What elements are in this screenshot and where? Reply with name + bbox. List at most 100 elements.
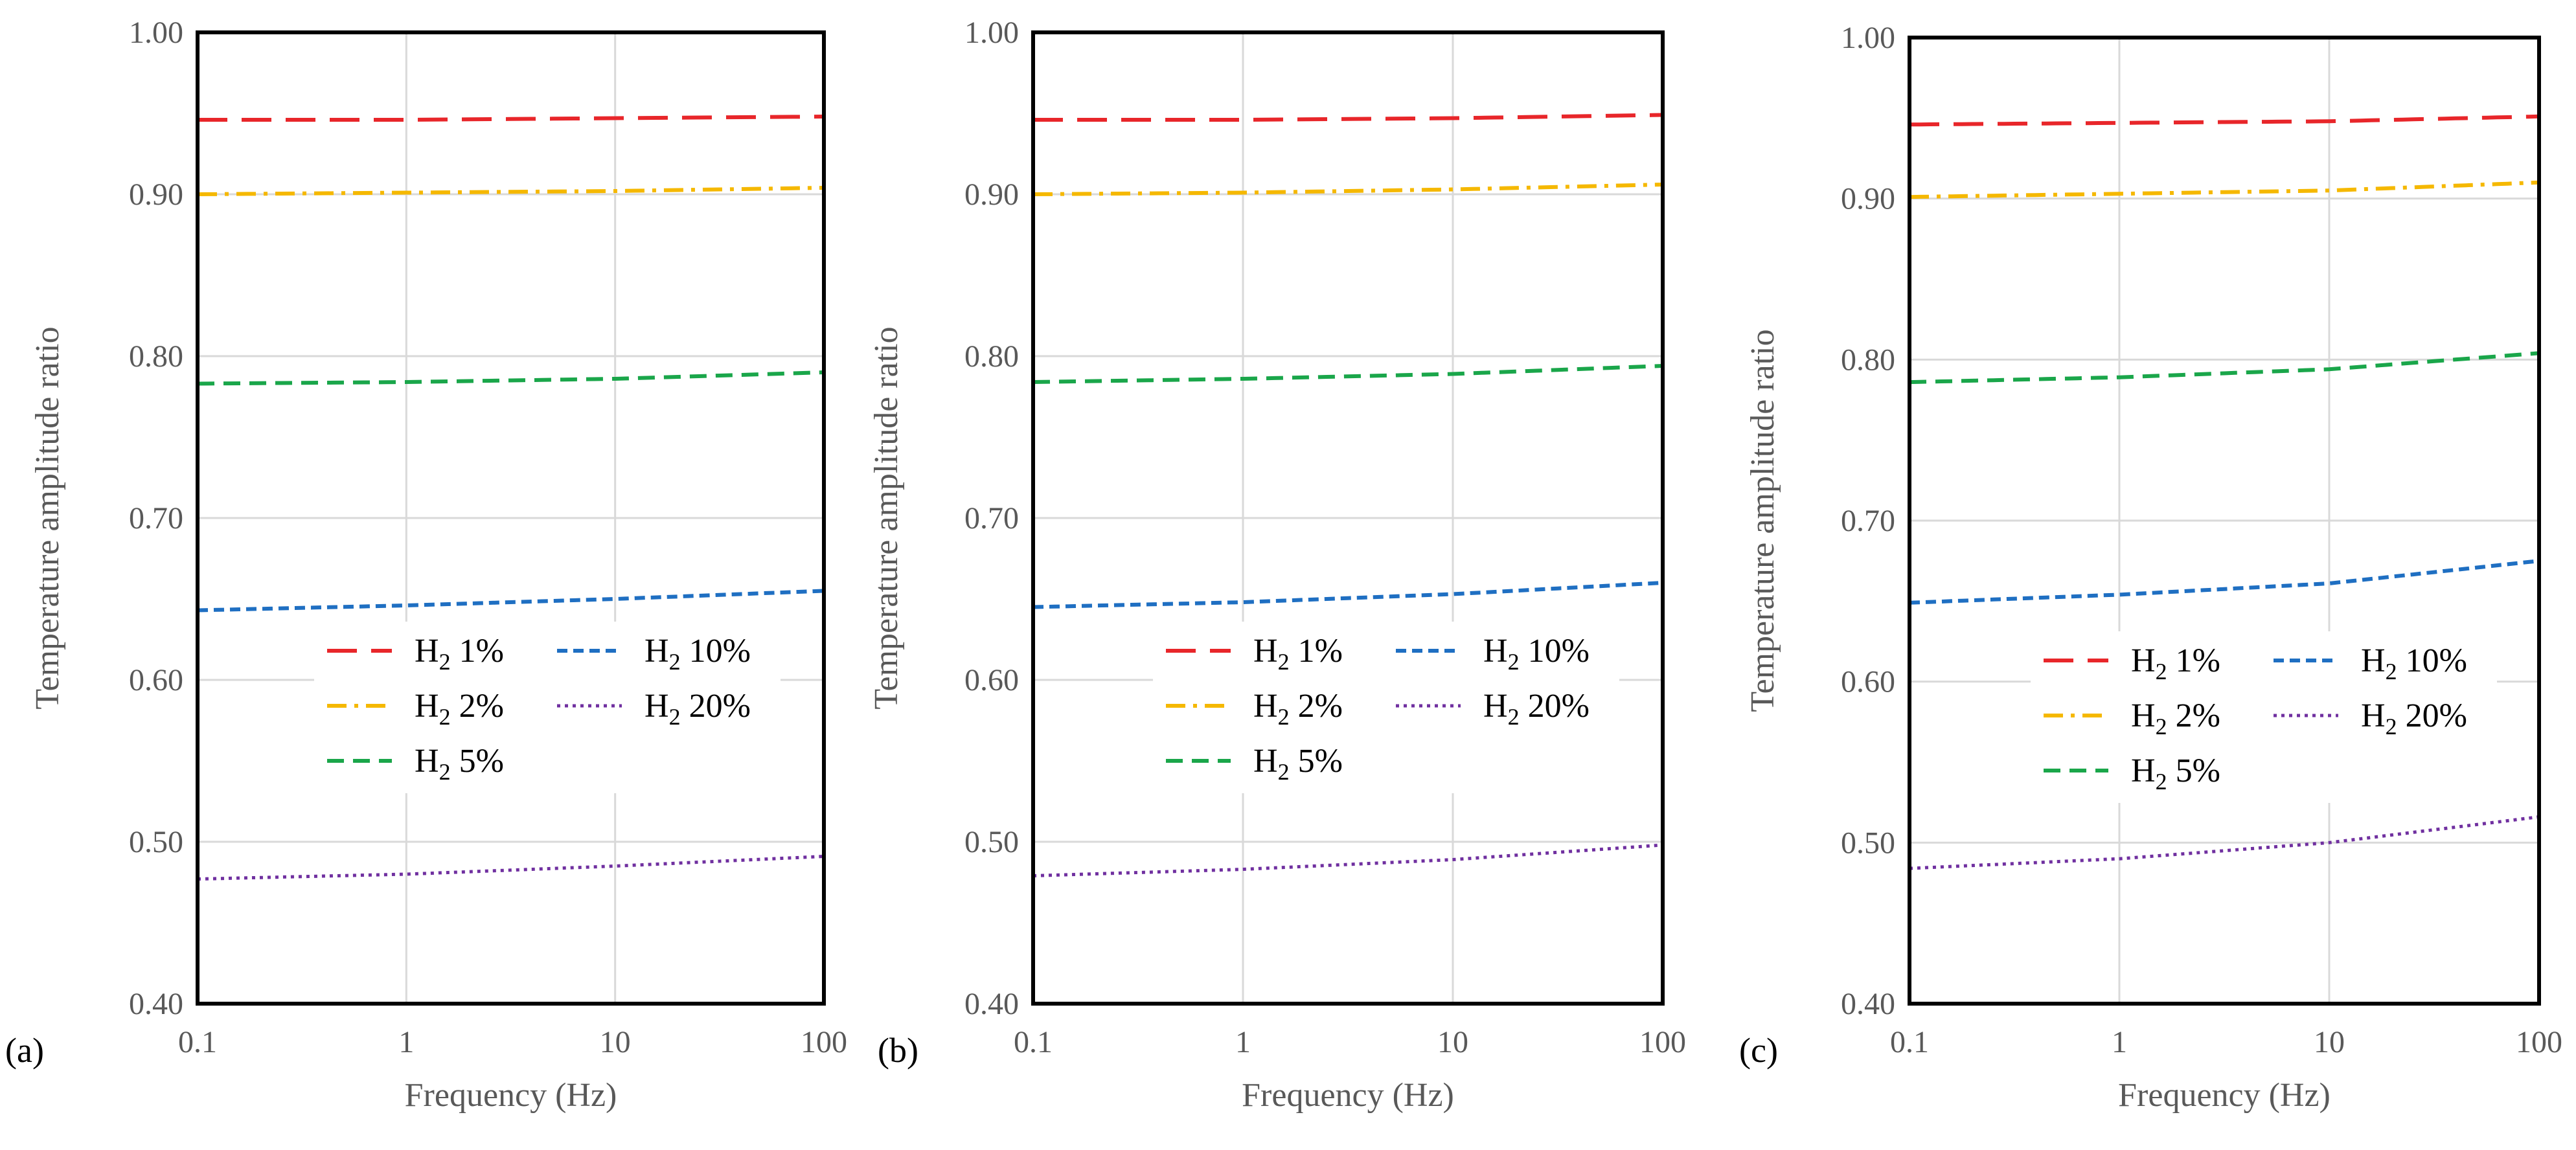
legend-label-main: H — [644, 633, 669, 670]
legend-label: H2 1% — [1253, 633, 1343, 675]
legend-label: H2 2% — [1253, 688, 1343, 730]
series-line-h2-5- — [197, 370, 825, 386]
y-tick-label: 1.00 — [1841, 21, 1895, 55]
series-line-h2-2- — [1032, 183, 1663, 196]
legend-label: H2 2% — [415, 688, 504, 730]
y-axis-title: Temperature amplitude ratio — [1744, 329, 1781, 712]
y-tick-label: 0.70 — [964, 501, 1019, 536]
legend-label-subscript: 2 — [439, 759, 451, 785]
legend-item: H2 2% — [2044, 697, 2220, 739]
y-tick-label: 0.90 — [1841, 182, 1895, 216]
x-tick-label: 10 — [600, 1025, 631, 1059]
legend-item: H2 10% — [1396, 633, 1590, 675]
plot-frame — [1908, 36, 2541, 1006]
y-tick-label: 0.50 — [129, 825, 183, 859]
legend-item: H2 1% — [1166, 633, 1343, 675]
y-tick-label: 0.70 — [129, 501, 183, 536]
legend-label-subscript: 2 — [1508, 704, 1520, 730]
legend-label-tail: 5% — [2167, 752, 2220, 789]
y-tick-label: 0.50 — [964, 825, 1019, 859]
series-line-h2-10- — [1909, 559, 2540, 605]
legend-label-main: H — [2361, 642, 2386, 679]
legend-label: H2 5% — [2131, 752, 2220, 795]
y-tick-label: 0.90 — [964, 177, 1019, 212]
legend-label: H2 20% — [2361, 697, 2467, 739]
legend-label-subscript: 2 — [439, 704, 451, 730]
legend-label-tail: 1% — [1290, 633, 1343, 670]
chart-panel-2: 0.1 1 10 100 0.40 0.50 0.60 0.70 0.80 0.90 1.00 Fre… — [868, 16, 1686, 1114]
legend-label-tail: 10% — [1520, 633, 1590, 670]
legend-label-subscript: 2 — [2156, 769, 2167, 795]
legend-label: H2 2% — [2131, 697, 2220, 739]
y-tick-label: 0.70 — [1841, 504, 1895, 538]
legend-label-main: H — [2361, 697, 2386, 734]
legend-label-tail: 5% — [1290, 743, 1343, 780]
series-line-h2-20- — [197, 855, 825, 881]
x-axis-title: Frequency (Hz) — [405, 1077, 617, 1114]
legend-label-main: H — [1253, 743, 1278, 780]
y-tick-label: 1.00 — [964, 16, 1019, 50]
y-tick-label: 0.60 — [129, 663, 183, 697]
legend-label-tail: 20% — [2397, 697, 2467, 734]
series-line-h2-20- — [1032, 843, 1663, 877]
legend-label-subscript: 2 — [1278, 759, 1290, 785]
legend-label-tail: 1% — [451, 633, 504, 670]
legend-label-main: H — [1483, 633, 1508, 670]
legend-label-subscript: 2 — [1278, 649, 1290, 675]
series-line-h2-2- — [197, 186, 825, 196]
y-tick-label: 0.60 — [1841, 665, 1895, 699]
legend: H2 1%H2 2%H2 5%H2 10%H2 20% — [1153, 622, 1619, 793]
legend-item: H2 10% — [557, 633, 751, 675]
x-tick-label: 100 — [1639, 1025, 1686, 1059]
legend-label: H2 1% — [2131, 642, 2220, 684]
legend-label-main: H — [415, 688, 439, 725]
legend-label-tail: 2% — [1290, 688, 1343, 725]
y-tick-label: 0.60 — [964, 663, 1019, 697]
x-axis-title: Frequency (Hz) — [1242, 1077, 1454, 1114]
legend-label-main: H — [415, 633, 439, 670]
legend-label-subscript: 2 — [669, 649, 681, 675]
y-axis-title: Temperature amplitude ratio — [868, 326, 905, 709]
legend-item: H2 20% — [557, 688, 751, 730]
y-tick-label: 1.00 — [129, 16, 183, 50]
legend-label-main: H — [1253, 633, 1278, 670]
legend: H2 1%H2 2%H2 5%H2 10%H2 20% — [314, 622, 781, 793]
x-tick-label: 1 — [398, 1025, 414, 1059]
x-tick-label: 1 — [1235, 1025, 1251, 1059]
legend-label-subscript: 2 — [669, 704, 681, 730]
legend-item: H2 1% — [327, 633, 504, 675]
legend-label: H2 10% — [644, 633, 751, 675]
legend-label-subscript: 2 — [2386, 714, 2397, 739]
legend-item: H2 5% — [1166, 743, 1343, 785]
x-axis-title: Frequency (Hz) — [2118, 1077, 2331, 1114]
y-tick-label: 0.80 — [129, 339, 183, 374]
series-line-h2-1- — [1033, 113, 1663, 122]
legend-label: H2 10% — [1483, 633, 1590, 675]
legend-item: H2 2% — [1166, 688, 1343, 730]
legend-item: H2 20% — [2274, 697, 2467, 739]
legend-label-subscript: 2 — [1278, 704, 1290, 730]
y-tick-label: 0.80 — [1841, 343, 1895, 377]
legend-label-tail: 10% — [681, 633, 751, 670]
x-tick-label: 0.1 — [1890, 1025, 1929, 1059]
legend: H2 1%H2 2%H2 5%H2 10%H2 20% — [2031, 631, 2497, 803]
legend-label-main: H — [1483, 688, 1508, 725]
legend-label-main: H — [1253, 688, 1278, 725]
legend-item: H2 5% — [327, 743, 504, 785]
legend-label-main: H — [2131, 752, 2156, 789]
legend-label-tail: 10% — [2397, 642, 2467, 679]
legend-label-main: H — [415, 743, 439, 780]
legend-label-subscript: 2 — [439, 649, 451, 675]
x-tick-label: 0.1 — [178, 1025, 217, 1059]
y-tick-label: 0.40 — [1841, 987, 1895, 1021]
legend-label-tail: 5% — [451, 743, 504, 780]
panel-label: (c) — [1739, 1031, 1778, 1070]
series-line-h2-2- — [1909, 180, 2540, 199]
legend-label-main: H — [2131, 642, 2156, 679]
y-tick-label: 0.50 — [1841, 826, 1895, 860]
legend-label-tail: 2% — [451, 688, 504, 725]
series-line-h2-1- — [198, 115, 825, 122]
legend-label-tail: 20% — [1520, 688, 1590, 725]
legend-label-tail: 2% — [2167, 697, 2220, 734]
